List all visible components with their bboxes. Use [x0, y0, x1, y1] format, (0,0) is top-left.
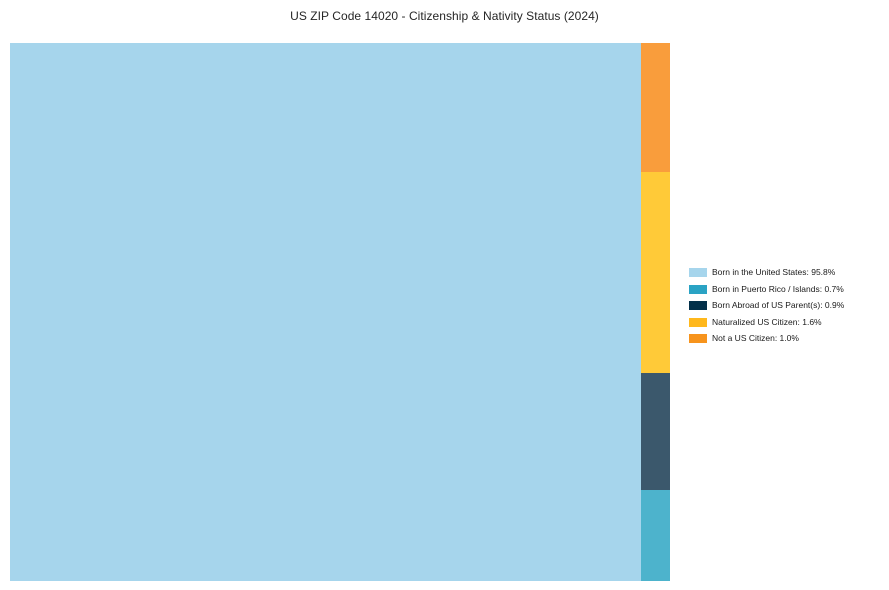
legend-item-label: Not a US Citizen: 1.0% — [712, 333, 799, 344]
treemap-tile[interactable] — [641, 373, 670, 490]
legend-item-label: Born in the United States: 95.8% — [712, 267, 836, 278]
legend-item[interactable]: Born in Puerto Rico / Islands: 0.7% — [688, 281, 844, 298]
legend-swatch-icon — [689, 301, 707, 310]
chart-title: US ZIP Code 14020 - Citizenship & Nativi… — [290, 9, 599, 23]
legend-item[interactable]: Naturalized US Citizen: 1.6% — [688, 314, 822, 331]
legend-swatch-icon — [689, 334, 707, 343]
treemap-tile[interactable] — [10, 43, 641, 581]
legend-swatch-icon — [689, 268, 707, 277]
legend-swatch-icon — [689, 317, 707, 327]
legend-swatch-icon — [689, 284, 707, 294]
legend-item[interactable]: Born Abroad of US Parent(s): 0.9% — [688, 297, 844, 314]
legend-item-label: Born in Puerto Rico / Islands: 0.7% — [712, 283, 844, 294]
legend-item-label: Naturalized US Citizen: 1.6% — [712, 316, 822, 327]
treemap-tile[interactable] — [641, 172, 670, 373]
chart-legend: Born in the United States: 95.8% Born in … — [688, 264, 883, 360]
treemap-tile[interactable] — [641, 43, 670, 172]
legend-item-label: Born Abroad of US Parent(s): 0.9% — [712, 300, 845, 311]
treemap-plot-area — [10, 43, 670, 581]
legend-item[interactable]: Not a US Citizen: 1.0% — [688, 330, 799, 347]
legend-item[interactable]: Born in the United States: 95.8% — [688, 264, 835, 281]
treemap-tile[interactable] — [641, 490, 670, 581]
